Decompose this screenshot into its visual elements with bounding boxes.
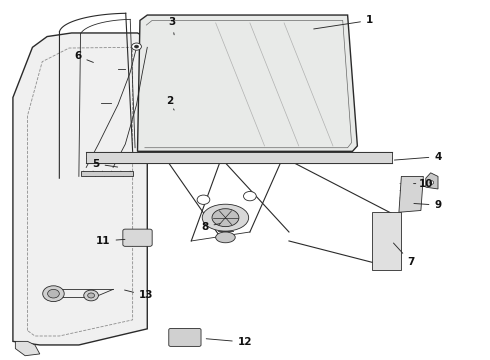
Text: 6: 6 bbox=[74, 51, 94, 62]
FancyBboxPatch shape bbox=[169, 328, 201, 346]
Polygon shape bbox=[86, 152, 392, 163]
Ellipse shape bbox=[202, 204, 248, 231]
FancyBboxPatch shape bbox=[123, 229, 152, 246]
Polygon shape bbox=[372, 212, 401, 270]
Text: 13: 13 bbox=[124, 290, 153, 301]
Text: 1: 1 bbox=[314, 15, 373, 29]
Circle shape bbox=[48, 289, 59, 298]
Circle shape bbox=[88, 293, 95, 298]
Polygon shape bbox=[81, 171, 133, 176]
Text: 10: 10 bbox=[414, 179, 433, 189]
Text: 8: 8 bbox=[201, 222, 220, 231]
Ellipse shape bbox=[212, 209, 239, 226]
Polygon shape bbox=[15, 341, 40, 356]
Text: 3: 3 bbox=[168, 17, 175, 35]
Text: 7: 7 bbox=[393, 243, 415, 267]
Circle shape bbox=[244, 192, 256, 201]
Circle shape bbox=[132, 43, 142, 50]
Text: 2: 2 bbox=[166, 96, 174, 110]
Text: 12: 12 bbox=[206, 337, 252, 347]
Text: 9: 9 bbox=[414, 200, 441, 210]
Polygon shape bbox=[13, 33, 147, 345]
Text: 4: 4 bbox=[394, 152, 441, 162]
Ellipse shape bbox=[430, 181, 434, 184]
Circle shape bbox=[84, 290, 98, 301]
Polygon shape bbox=[399, 176, 423, 212]
Text: 5: 5 bbox=[92, 159, 118, 169]
Polygon shape bbox=[426, 173, 438, 189]
Ellipse shape bbox=[216, 232, 235, 243]
Circle shape bbox=[135, 45, 139, 48]
Circle shape bbox=[43, 286, 64, 302]
Text: 11: 11 bbox=[96, 236, 125, 246]
Polygon shape bbox=[138, 15, 357, 151]
Circle shape bbox=[197, 195, 210, 204]
